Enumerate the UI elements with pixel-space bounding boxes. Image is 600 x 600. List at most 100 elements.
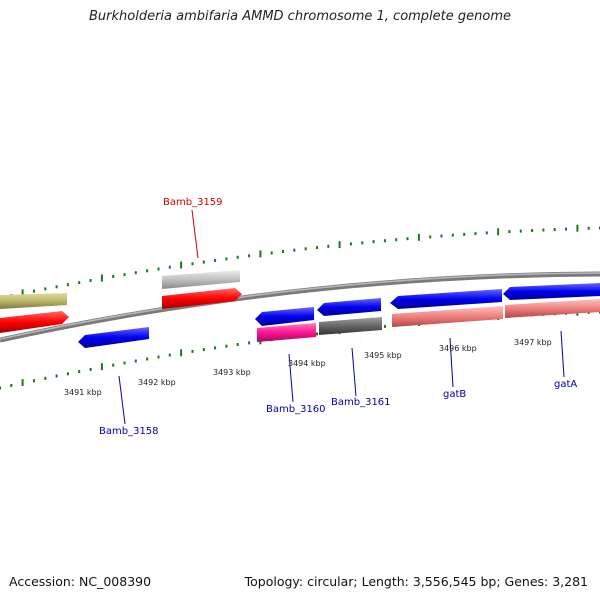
scale-minor-tick bbox=[282, 250, 284, 253]
scale-minor-tick bbox=[236, 343, 239, 346]
scale-label-3492: 3492 kbp bbox=[138, 378, 176, 387]
topology-summary: Topology: circular; Length: 3,556,545 bp… bbox=[244, 574, 588, 589]
scale-minor-tick bbox=[214, 259, 217, 262]
gene-label-bamb-3161[interactable]: Bamb_3161 bbox=[331, 397, 391, 408]
scale-minor-tick bbox=[10, 384, 13, 387]
gene-gatA-arrow[interactable] bbox=[503, 283, 600, 300]
map-title: Burkholderia ambifaria AMMD chromosome 1… bbox=[88, 9, 512, 24]
scale-minor-tick bbox=[157, 355, 160, 359]
scale-major-tick bbox=[576, 224, 579, 232]
scale-minor-tick bbox=[157, 267, 160, 271]
gene-olive-arrow[interactable] bbox=[0, 293, 67, 309]
scale-minor-tick bbox=[202, 260, 205, 264]
forward-strand-scale bbox=[0, 224, 600, 300]
scale-minor-tick bbox=[89, 279, 92, 282]
scale-minor-tick bbox=[383, 239, 386, 243]
scale-major-tick bbox=[417, 233, 420, 241]
scale-minor-tick bbox=[383, 324, 386, 328]
gene-bamb-3159-arrow[interactable] bbox=[162, 270, 240, 289]
scale-minor-tick bbox=[236, 255, 239, 259]
scale-minor-tick bbox=[168, 353, 171, 357]
gatA-label-line bbox=[560, 330, 565, 378]
scale-minor-tick bbox=[531, 229, 534, 232]
scale-minor-tick bbox=[429, 235, 432, 239]
gene-gatB-arrow[interactable] bbox=[390, 289, 502, 309]
bamb-3159-label-line bbox=[191, 209, 199, 259]
scale-minor-tick bbox=[123, 361, 126, 365]
scale-minor-tick bbox=[225, 257, 228, 261]
scale-minor-tick bbox=[485, 231, 488, 235]
scale-minor-tick bbox=[78, 370, 81, 373]
scale-major-tick bbox=[497, 228, 500, 236]
scale-minor-tick bbox=[519, 229, 522, 233]
gene-blue-arrow-1[interactable] bbox=[255, 307, 314, 326]
scale-minor-tick bbox=[66, 372, 69, 376]
gene-bamb-3158-arrow[interactable] bbox=[78, 327, 149, 348]
scale-minor-tick bbox=[508, 230, 511, 234]
scale-label-3496: 3496 kbp bbox=[439, 344, 477, 353]
scale-minor-tick bbox=[66, 283, 69, 287]
scale-major-tick bbox=[259, 250, 262, 258]
bamb-3161-label-line bbox=[351, 347, 357, 397]
gene-label-bamb-3160[interactable]: Bamb_3160 bbox=[266, 404, 326, 415]
genome-backbone bbox=[0, 271, 600, 343]
scale-major-tick bbox=[338, 241, 341, 249]
scale-major-tick bbox=[180, 349, 183, 357]
scale-minor-tick bbox=[0, 386, 1, 390]
genome-backbone-highlight bbox=[0, 272, 600, 340]
scale-minor-tick bbox=[395, 238, 398, 242]
scale-minor-tick bbox=[33, 289, 35, 293]
gene-salmon-arrow-1[interactable] bbox=[392, 306, 503, 327]
gene-salmon-arrow-2[interactable] bbox=[505, 299, 600, 318]
scale-minor-tick bbox=[440, 234, 443, 238]
scale-minor-tick bbox=[304, 247, 307, 251]
scale-minor-tick bbox=[55, 285, 58, 289]
gene-red-arrow-left[interactable] bbox=[0, 311, 69, 333]
scale-minor-tick bbox=[316, 332, 318, 336]
bamb-3158-label-line bbox=[118, 375, 126, 425]
scale-minor-tick bbox=[451, 233, 454, 237]
gene-blue-arrow-2[interactable] bbox=[317, 298, 381, 316]
scale-minor-tick bbox=[191, 262, 194, 266]
scale-minor-tick bbox=[89, 367, 92, 371]
gene-bamb-3160-arrow[interactable] bbox=[257, 323, 316, 342]
scale-label-3497: 3497 kbp bbox=[514, 338, 552, 347]
scale-major-tick bbox=[21, 379, 24, 387]
scale-minor-tick bbox=[44, 287, 47, 291]
scale-minor-tick bbox=[112, 275, 115, 278]
scale-minor-tick bbox=[565, 227, 567, 231]
scale-minor-tick bbox=[553, 228, 556, 231]
scale-minor-tick bbox=[248, 254, 251, 258]
scale-label-3494: 3494 kbp bbox=[288, 359, 326, 368]
gene-bamb-3161-arrow[interactable] bbox=[319, 317, 382, 335]
scale-minor-tick bbox=[202, 348, 205, 352]
scale-label-3493: 3493 kbp bbox=[213, 368, 251, 377]
scale-minor-tick bbox=[44, 376, 47, 380]
scale-minor-tick bbox=[78, 281, 81, 285]
scale-minor-tick bbox=[112, 363, 115, 367]
gene-label-gatA[interactable]: gatA bbox=[554, 379, 577, 390]
scale-minor-tick bbox=[134, 271, 137, 275]
scale-major-tick bbox=[100, 274, 103, 282]
scale-minor-tick bbox=[55, 374, 58, 378]
gene-label-bamb-3159[interactable]: Bamb_3159 bbox=[163, 197, 223, 208]
gene-label-bamb-3158[interactable]: Bamb_3158 bbox=[99, 426, 159, 437]
scale-minor-tick bbox=[474, 232, 477, 236]
scale-minor-tick bbox=[33, 379, 35, 383]
gatB-label-line bbox=[449, 337, 454, 388]
scale-minor-tick bbox=[293, 248, 296, 252]
scale-minor-tick bbox=[327, 244, 330, 248]
scale-minor-tick bbox=[134, 359, 137, 363]
scale-minor-tick bbox=[225, 344, 228, 348]
gene-label-gatB[interactable]: gatB bbox=[443, 389, 466, 400]
scale-minor-tick bbox=[587, 226, 590, 230]
scale-minor-tick bbox=[542, 228, 545, 232]
scale-minor-tick bbox=[168, 265, 171, 269]
scale-minor-tick bbox=[146, 269, 149, 273]
gene-red-arrow-bamb-3159[interactable] bbox=[162, 288, 242, 309]
scale-minor-tick bbox=[214, 346, 217, 350]
scale-major-tick bbox=[180, 261, 183, 269]
scale-minor-tick bbox=[361, 241, 364, 245]
scale-minor-tick bbox=[191, 349, 194, 353]
